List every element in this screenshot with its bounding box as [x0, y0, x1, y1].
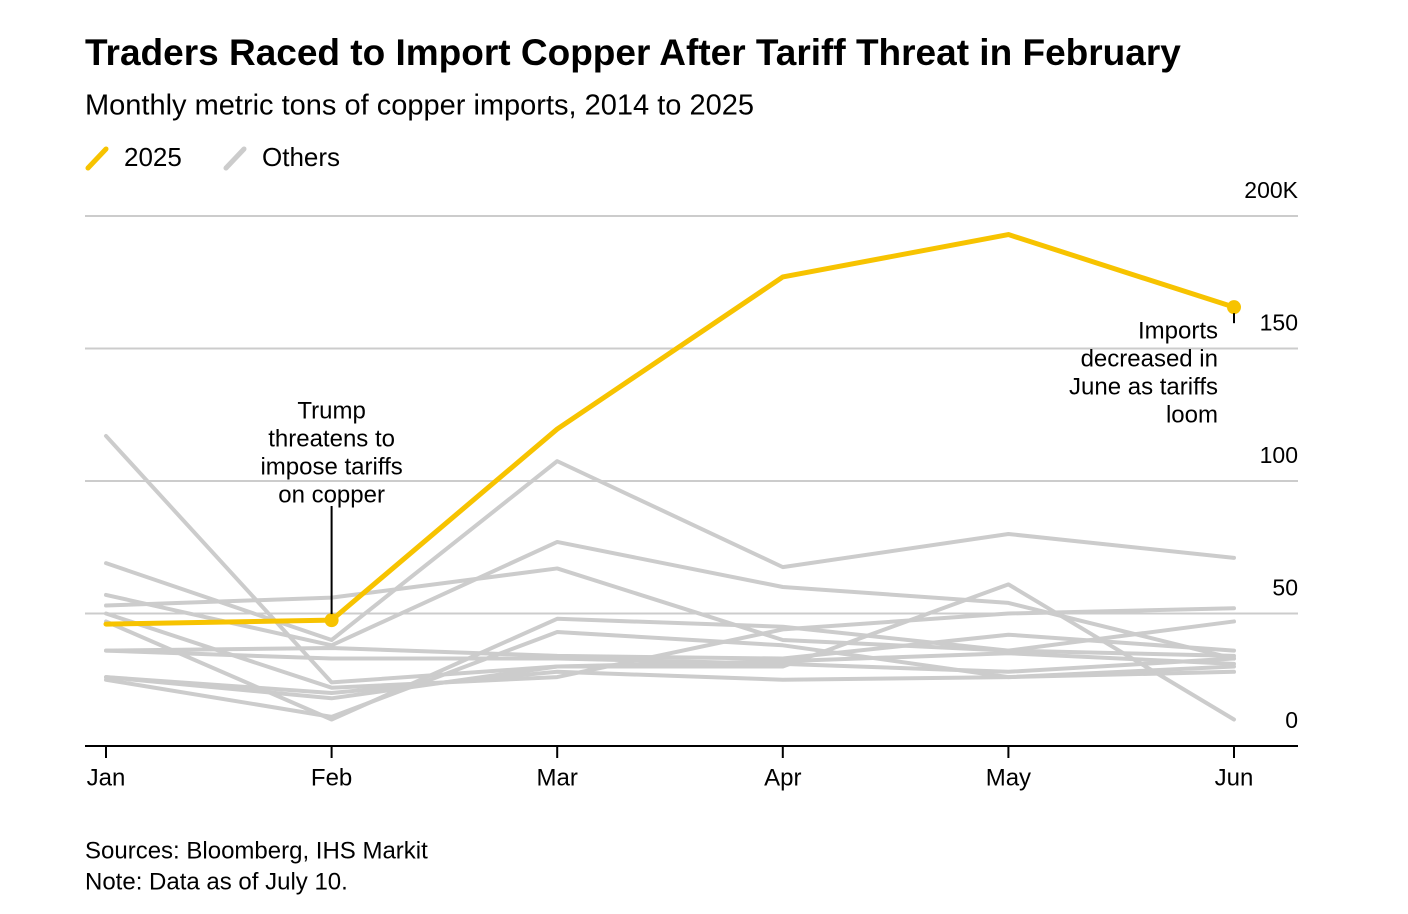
other-line: [104, 582, 1236, 722]
annotation: Trump: [297, 397, 365, 424]
other-line: [104, 566, 1236, 653]
legend-swatch: [85, 146, 109, 171]
annotation: impose tariffs: [260, 453, 402, 480]
x-tick-label: Apr: [764, 764, 801, 791]
other-line: [104, 648, 1236, 674]
chart-title: Traders Raced to Import Copper After Tar…: [85, 32, 1181, 73]
other-line: [104, 616, 1236, 722]
other-line: [104, 669, 1236, 695]
point: [1227, 300, 1241, 315]
annotation: on copper: [278, 481, 385, 508]
x-tick-label: Jan: [87, 764, 126, 791]
y-tick-label: 100: [1260, 442, 1298, 468]
annotation: threatens to: [268, 425, 395, 452]
y-tick-label: 200K: [1244, 177, 1298, 203]
annotation: Imports: [1138, 317, 1218, 344]
series-line: [103, 232, 1237, 627]
x-tick-label: Feb: [311, 764, 352, 791]
point: [324, 613, 339, 628]
legend-label: 2025: [124, 142, 182, 172]
other-line: [104, 632, 1236, 661]
x-tick-label: May: [986, 764, 1031, 791]
other-line: [104, 606, 1236, 690]
x-tick-label: Mar: [537, 764, 578, 791]
note: Note: Data as of July 10.: [85, 868, 348, 895]
other-line: [104, 433, 1236, 685]
source: Sources: Bloomberg, IHS Markit: [85, 837, 428, 864]
x-tick-label: Jun: [1215, 764, 1254, 791]
y-tick-label: 150: [1260, 310, 1298, 336]
y-tick-label: 0: [1285, 707, 1298, 733]
other-line: [104, 459, 1236, 642]
legend-swatch: [223, 146, 247, 171]
legend-label: Others: [262, 142, 340, 172]
annotation: loom: [1166, 401, 1218, 428]
annotation: June as tariffs: [1069, 373, 1218, 400]
annotation: decreased in: [1081, 345, 1218, 372]
y-tick-label: 50: [1272, 575, 1298, 601]
chart-subtitle: Monthly metric tons of copper imports, 2…: [85, 90, 754, 122]
